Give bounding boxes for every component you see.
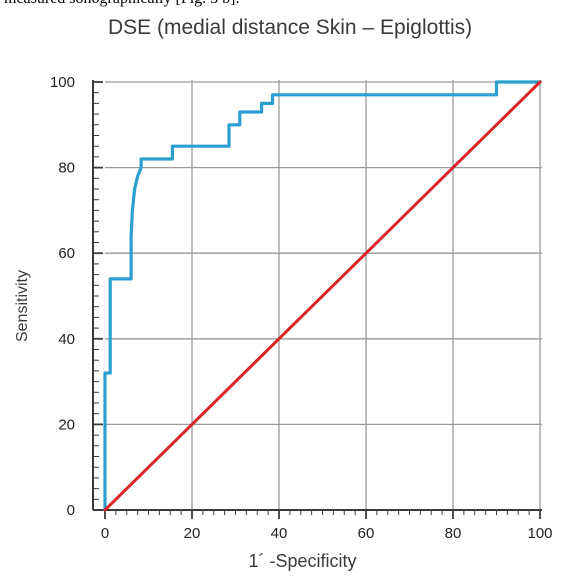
label-layer: 0 20 40 60 80 100 0 20 40 60 80 100 1´ -Specificity S… [14,74,553,571]
x-tick-label: 80 [445,525,462,542]
y-tick-label: 40 [58,331,75,348]
x-tick-label: 20 [184,525,201,542]
y-tick-label: 20 [58,416,75,433]
x-tick-label: 0 [101,525,109,542]
roc-curve-line [103,80,542,512]
y-tick-label: 0 [67,502,75,519]
grid-layer [105,80,542,510]
x-tick-label: 60 [358,525,375,542]
axis-layer [92,80,542,519]
x-tick-label: 100 [527,525,552,542]
reference-diagonal-line [103,80,542,512]
x-axis-label: 1´ -Specificity [248,551,356,571]
y-axis-label: Sensitivity [14,270,31,342]
y-tick-label: 80 [58,160,75,177]
series-layer [103,80,542,512]
y-tick-label: 60 [58,245,75,262]
chart-title: DSE (medial distance Skin – Epiglottis) [108,16,473,39]
x-tick-label: 40 [271,525,288,542]
caption-text: measured sonographically [Fig. 3 b]. [4,0,240,8]
y-tick-label: 100 [50,74,75,91]
